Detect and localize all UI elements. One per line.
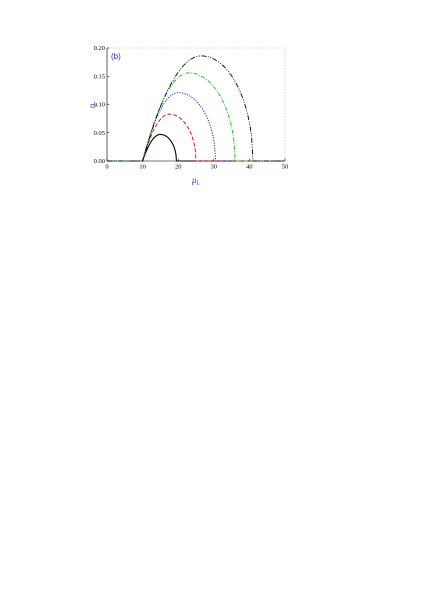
y-tick-label-0.10: 0.10 bbox=[94, 102, 105, 109]
series-group bbox=[107, 55, 285, 162]
panel-label: (b) bbox=[111, 52, 121, 61]
y-tick-label-0.00: 0.00 bbox=[94, 158, 105, 165]
x-axis-label: μL bbox=[191, 175, 201, 187]
x-ticks: 0 10 20 30 40 50 bbox=[105, 158, 289, 171]
y-tick-label-0.15: 0.15 bbox=[94, 73, 105, 80]
series-line-1 bbox=[107, 133, 285, 162]
x-axis-label-sub: L bbox=[196, 181, 201, 187]
y-tick-label-0.20: 0.20 bbox=[94, 45, 105, 52]
series-line-5 bbox=[107, 55, 285, 162]
series-line-2 bbox=[107, 113, 285, 162]
plot-frame bbox=[106, 47, 286, 162]
x-tick-label-40: 40 bbox=[246, 164, 253, 171]
x-tick-label-20: 20 bbox=[175, 164, 182, 171]
x-tick-label-30: 30 bbox=[211, 164, 218, 171]
x-tick-label-50: 50 bbox=[282, 164, 289, 171]
y-ticks: 0.00 0.05 0.10 0.15 0.20 bbox=[94, 45, 110, 165]
series-line-4 bbox=[107, 72, 285, 162]
x-tick-label-0: 0 bbox=[105, 164, 108, 171]
y-axis-label: η bbox=[87, 103, 97, 108]
y-tick-label-0.05: 0.05 bbox=[94, 130, 105, 137]
x-axis-label-main: μ bbox=[191, 175, 197, 185]
series-line-3 bbox=[107, 92, 285, 162]
x-tick-label-10: 10 bbox=[139, 164, 146, 171]
